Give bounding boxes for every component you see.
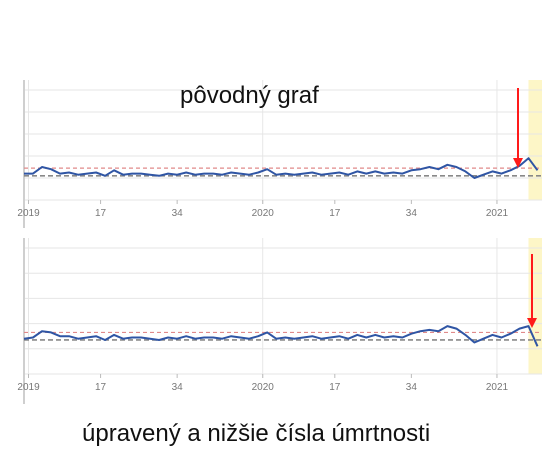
tick-label: 17 (329, 382, 341, 393)
tick-label: 2020 (252, 382, 275, 393)
tick-label: 17 (95, 208, 107, 219)
tick-label: 34 (172, 208, 184, 219)
tick-label: 17 (95, 382, 107, 393)
caption-adjusted-chart: úpravený a nižšie čísla úmrtnosti (82, 420, 431, 447)
arrow-annotation-head (513, 158, 523, 168)
highlight-region (528, 80, 542, 200)
tick-label: 2019 (17, 208, 40, 219)
chart-panel-original: 2019 17 34 2020 17 34 2021 (17, 80, 542, 230)
caption-original-chart: pôvodný graf (180, 82, 319, 109)
tick-label: 34 (406, 208, 418, 219)
tick-label: 2021 (486, 208, 509, 219)
series-line (23, 325, 539, 347)
tick-label: 34 (172, 382, 184, 393)
tick-label: 2020 (252, 208, 275, 219)
tick-label: 17 (329, 208, 341, 219)
series-line (24, 157, 539, 179)
tick-label: 34 (406, 382, 418, 393)
tick-label: 2019 (17, 382, 40, 393)
tick-label: 2021 (486, 382, 509, 393)
chart-adjusted: 2019 17 34 2020 17 34 2021 (17, 238, 542, 404)
chart-panel-adjusted: 2019 17 34 2020 17 34 2021 (17, 228, 542, 408)
highlight-region (528, 238, 542, 374)
arrow-annotation-head (527, 318, 537, 328)
chart-original: 2019 17 34 2020 17 34 2021 (17, 80, 542, 230)
